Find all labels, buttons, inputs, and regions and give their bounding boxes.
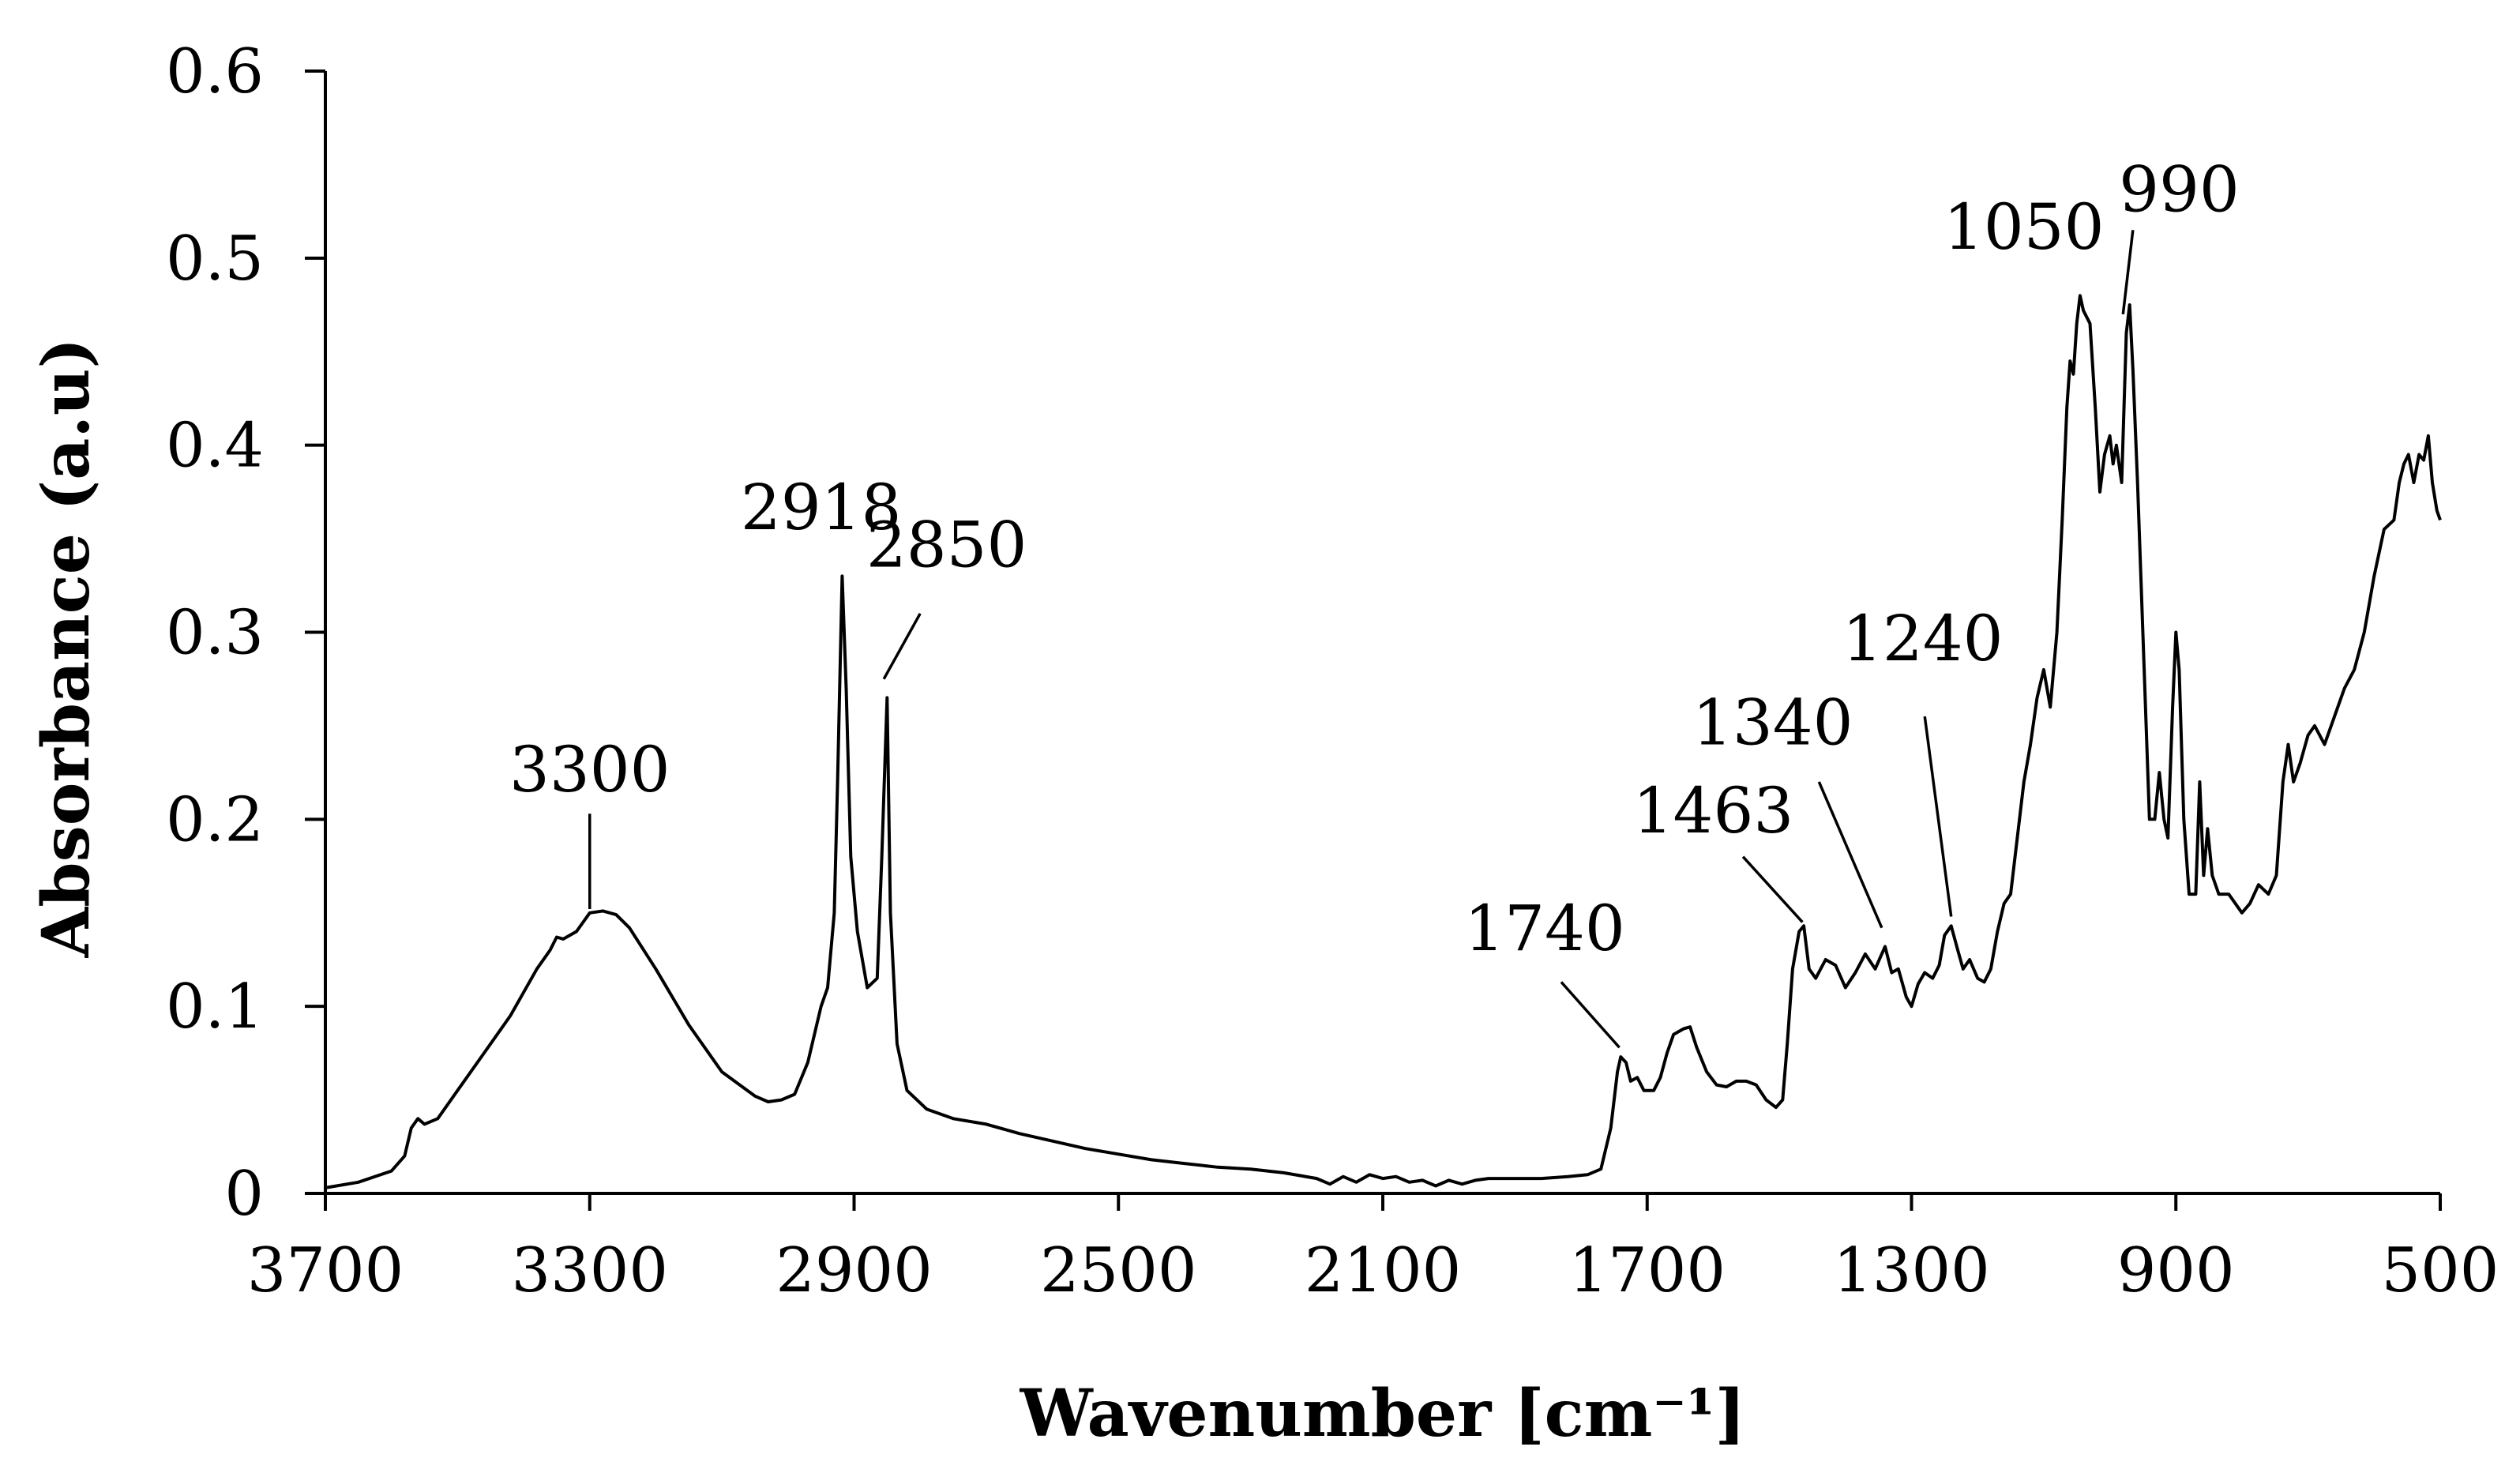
y-tick-label: 0.4	[166, 411, 264, 482]
peak-leader-line	[1923, 716, 1953, 917]
spectrum-line-series-0	[325, 294, 2442, 1189]
y-tick-label: 0.1	[166, 971, 264, 1043]
peak-leader-line	[2121, 230, 2135, 315]
plot-area	[324, 71, 2442, 1208]
x-tick-label: 1700	[1568, 1235, 1726, 1306]
y-tick-label: 0.2	[166, 784, 264, 855]
y-axis-ticks: 0 0.1 0.2 0.3 0.4 0.5 0.6	[166, 36, 325, 1230]
peak-label: 1740	[1464, 892, 1625, 965]
peak-leader-line	[1741, 855, 1804, 923]
x-axis-ticks: 3700 3300 2900 2500 2100 1700 1300 900 500	[247, 1193, 2499, 1306]
x-tick-label: 1300	[1833, 1235, 1990, 1306]
y-axis-title: Absorbance (a.u)	[28, 338, 104, 959]
y-tick-label: 0.6	[166, 36, 264, 107]
x-tick-label: 3700	[247, 1235, 404, 1306]
x-tick-label: 2900	[776, 1235, 933, 1306]
peak-leader-line	[1817, 781, 1883, 929]
x-tick-label: 2500	[1040, 1235, 1197, 1306]
peak-label: 990	[2119, 153, 2240, 227]
peak-label: 1340	[1692, 686, 1853, 760]
series-layer	[325, 294, 2442, 1189]
x-tick-label: 2100	[1305, 1235, 1462, 1306]
x-axis-title: Wavenumber [cm⁻¹]	[1020, 1376, 1746, 1452]
x-tick-label: 3300	[511, 1235, 668, 1306]
y-tick-label: 0.5	[166, 224, 264, 295]
peak-label: 1050	[1944, 190, 2105, 264]
y-tick-label: 0	[224, 1159, 264, 1230]
x-tick-label: 500	[2382, 1235, 2499, 1306]
peak-label: 2850	[866, 509, 1027, 582]
x-tick-label: 900	[2117, 1235, 2235, 1306]
peak-label: 1463	[1633, 774, 1794, 847]
y-tick-label: 0.3	[166, 598, 264, 669]
peak-leader-line	[1560, 981, 1621, 1049]
peak-label: 1240	[1842, 602, 2004, 675]
peak-label: 2918	[741, 471, 902, 544]
peak-leader-line	[882, 612, 922, 680]
peak-label: 3300	[509, 733, 670, 806]
